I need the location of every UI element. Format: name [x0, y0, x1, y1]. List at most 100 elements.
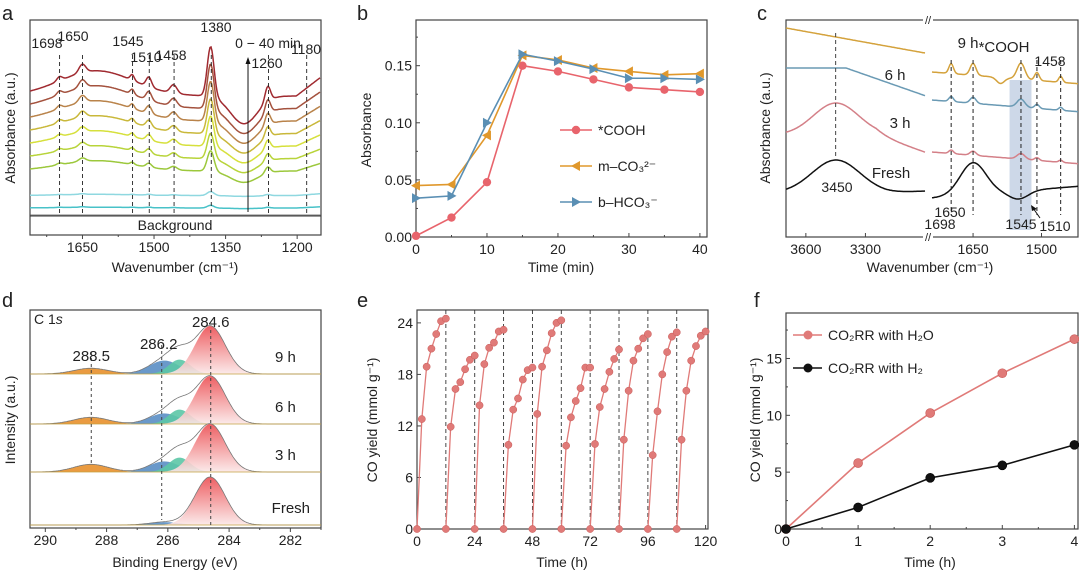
- data-point-cooh: [624, 83, 634, 92]
- data-point-e: [470, 351, 479, 360]
- spectrum-left-6h: [786, 67, 926, 97]
- data-point-e: [595, 403, 604, 411]
- peak-label-a: 1510: [130, 49, 161, 65]
- time-arrow-label: 0 − 40 min: [235, 35, 301, 51]
- data-point-e: [499, 325, 508, 334]
- peak-label-d: 284.6: [192, 314, 230, 331]
- data-point-e: [427, 344, 436, 353]
- x-tick-label-a: 1350: [210, 239, 241, 255]
- data-point-hco3: [447, 190, 457, 201]
- data-point-e: [672, 525, 681, 533]
- data-point-f: [997, 368, 1008, 379]
- x-tick-label-a: 1500: [138, 239, 169, 255]
- background-label: Background: [138, 217, 213, 233]
- cooh-label-c: *COOH: [979, 39, 1030, 56]
- x-tick-label-b: 20: [550, 241, 566, 257]
- series-label-d: Fresh: [272, 500, 310, 517]
- data-point-cooh: [447, 213, 456, 222]
- data-point-f: [853, 502, 863, 513]
- spectrum-line-4: [29, 115, 321, 164]
- y-tick-label-e: 6: [405, 469, 413, 485]
- x-tick-label-e: 0: [413, 533, 421, 549]
- data-point-f: [925, 473, 935, 483]
- panel-label-d: d: [2, 290, 13, 312]
- spectrum-right-3h: [931, 149, 1079, 165]
- y-tick-label-b: 0.10: [385, 115, 412, 131]
- panel-label-f: f: [754, 290, 760, 312]
- data-point-e: [571, 397, 580, 405]
- peak-label-a: 1380: [200, 19, 231, 35]
- x-tick-label-f: 3: [998, 533, 1006, 549]
- data-point-e: [432, 330, 441, 338]
- peak-label-a: 1698: [31, 35, 62, 51]
- x-tick-label-e: 72: [582, 533, 598, 549]
- panel-d-title: C 1s: [34, 311, 63, 327]
- y-axis-label-d: Intensity (a.u.): [2, 376, 18, 465]
- data-point-cooh: [411, 231, 421, 241]
- x-tick-label-b: 30: [621, 241, 637, 257]
- data-point-e: [644, 525, 652, 533]
- data-point-e: [422, 362, 431, 371]
- data-point-e: [619, 435, 628, 444]
- spectrum-left-9h: [785, 27, 926, 54]
- spectrum-left-3h: [785, 102, 926, 153]
- data-point-hco3: [482, 117, 492, 128]
- peak-label-a: 1180: [291, 41, 321, 57]
- y-tick-label-b: 0.05: [385, 172, 412, 188]
- series-label-fresh: Fresh: [872, 165, 910, 182]
- y-tick-label-f: 0: [774, 521, 782, 537]
- data-point-e: [543, 346, 551, 355]
- data-point-cooh: [482, 177, 492, 187]
- y-axis-label-e: CO yield (mmol g⁻¹): [364, 358, 380, 483]
- y-axis-label-b: Absorbance: [358, 92, 374, 167]
- peak-label-a: 1260: [251, 55, 282, 71]
- data-point-e: [634, 344, 643, 353]
- data-point-hco3: [553, 56, 563, 67]
- data-point-e: [466, 355, 474, 364]
- data-point-e: [451, 385, 460, 393]
- data-point-e: [485, 343, 493, 352]
- peak-label-c: 1650: [934, 204, 965, 220]
- y-tick-label-b: 0.00: [385, 229, 412, 245]
- axis-break-mark: //: [925, 232, 932, 244]
- peak-area-285: [30, 457, 321, 472]
- data-point-e: [461, 365, 469, 374]
- legend-label-b: b–HCO₃⁻: [598, 194, 658, 210]
- data-point-cooh: [660, 85, 669, 94]
- spectrum-right-6h: [931, 95, 1079, 113]
- panel-label-b: b: [357, 3, 368, 25]
- y-tick-label-e: 24: [397, 315, 413, 331]
- data-point-e: [682, 386, 691, 395]
- data-point-e: [480, 360, 489, 368]
- x-tick-label-f: 2: [926, 533, 934, 549]
- peak-label-a: 1458: [155, 47, 186, 63]
- time-arrow-head: [245, 57, 251, 64]
- series-label-6h: 6 h: [885, 67, 906, 84]
- data-point-cooh: [518, 61, 527, 70]
- x-tick-label-d: 282: [279, 532, 303, 548]
- panel-e: e 0 24 48 72 96 120 0 6 12 18 24 Time (h) CO yield…: [357, 290, 717, 570]
- y-tick-label-f: 15: [766, 350, 782, 366]
- y-tick-label-e: 18: [397, 366, 413, 382]
- spectrum-line-5: [29, 98, 321, 154]
- peak-label-d: 286.2: [140, 336, 178, 353]
- plot-frame-e: [416, 309, 709, 530]
- x-tick-label-d: 286: [156, 532, 180, 548]
- spectrum-line-1: [30, 190, 320, 198]
- panel-label-e: e: [357, 290, 368, 312]
- data-point-co3: [694, 68, 704, 79]
- data-point-e: [677, 435, 686, 444]
- axis-break-bottom-gap: [923, 234, 933, 240]
- axis-break-top-gap: [923, 17, 933, 23]
- y-tick-label-e: 0: [405, 521, 413, 537]
- data-point-e: [629, 356, 638, 365]
- data-point-e: [509, 405, 518, 414]
- x-tick-label-c: 3600: [790, 241, 821, 257]
- data-point-e: [605, 367, 614, 376]
- legend-marker: [572, 197, 581, 207]
- peak-label-c: 1458: [1034, 53, 1065, 69]
- data-point-e: [442, 525, 450, 533]
- panel-d: d 290 288 286 284 282 9 h 6 h 3 h Fresh 288.5 286.…: [2, 290, 322, 570]
